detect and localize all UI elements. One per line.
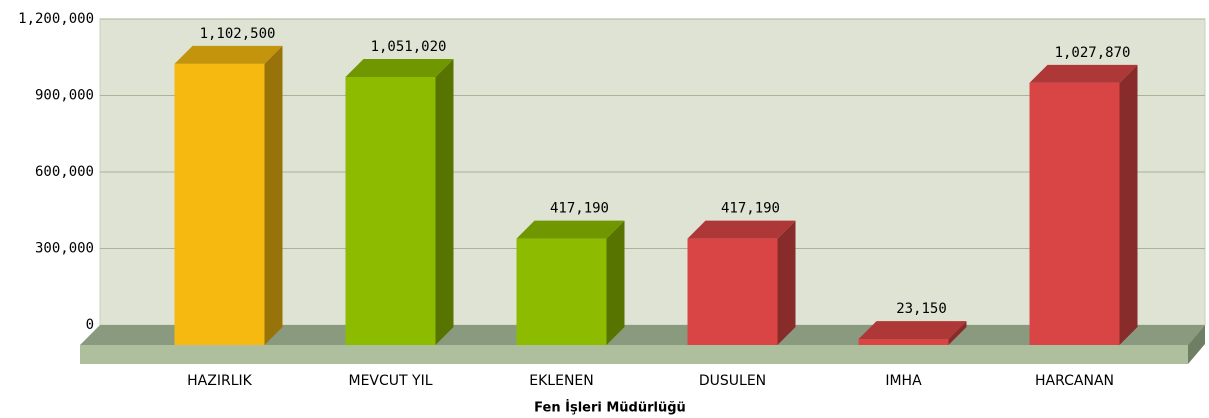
bar — [516, 238, 607, 345]
bar-side — [606, 220, 625, 345]
bar-side — [264, 45, 283, 346]
x-tick-label: MEVCUT YIL — [348, 373, 432, 389]
bar-top — [858, 321, 967, 340]
x-tick-label: HARCANAN — [1035, 373, 1114, 389]
y-tick-label: 1,200,000 — [18, 11, 94, 27]
bar — [174, 63, 265, 346]
x-tick-label: EKLENEN — [529, 373, 593, 389]
bar-top — [1029, 64, 1138, 83]
y-tick-label: 300,000 — [35, 241, 94, 257]
floor-front — [80, 345, 1188, 364]
x-tick-label: IMHA — [885, 373, 922, 389]
x-axis-title: Fen İşleri Müdürlüğü — [534, 400, 686, 416]
value-label: 417,190 — [721, 201, 780, 217]
bar-side — [948, 321, 967, 345]
bar-side — [777, 220, 796, 345]
bar-top — [345, 58, 454, 77]
bar-side — [1119, 64, 1138, 345]
bars: 1,102,500 1,051,020 417,190 417,190 23,150 1,… — [174, 26, 1138, 346]
y-tick-label: 900,000 — [35, 88, 94, 104]
bar-top — [687, 220, 796, 239]
floor-side — [1188, 325, 1205, 364]
value-label: 1,051,020 — [371, 39, 447, 55]
grid: 0 300,000 600,000 900,000 1,200,000 — [18, 11, 1205, 333]
value-label: 1,102,500 — [200, 26, 276, 42]
bar-side — [435, 58, 454, 345]
value-label: 1,027,870 — [1055, 45, 1131, 61]
y-tick-label: 600,000 — [35, 164, 94, 180]
bar-top — [174, 45, 283, 64]
value-label: 23,150 — [896, 301, 947, 317]
value-label: 417,190 — [550, 201, 609, 217]
bar — [1029, 82, 1120, 345]
x-tick-label: HAZIRLIK — [187, 373, 252, 389]
x-tick-label: DUSULEN — [699, 373, 766, 389]
bar — [858, 339, 949, 345]
bar — [345, 76, 436, 345]
y-tick-label: 0 — [86, 317, 94, 333]
bar — [687, 238, 778, 345]
bar-top — [516, 220, 625, 239]
